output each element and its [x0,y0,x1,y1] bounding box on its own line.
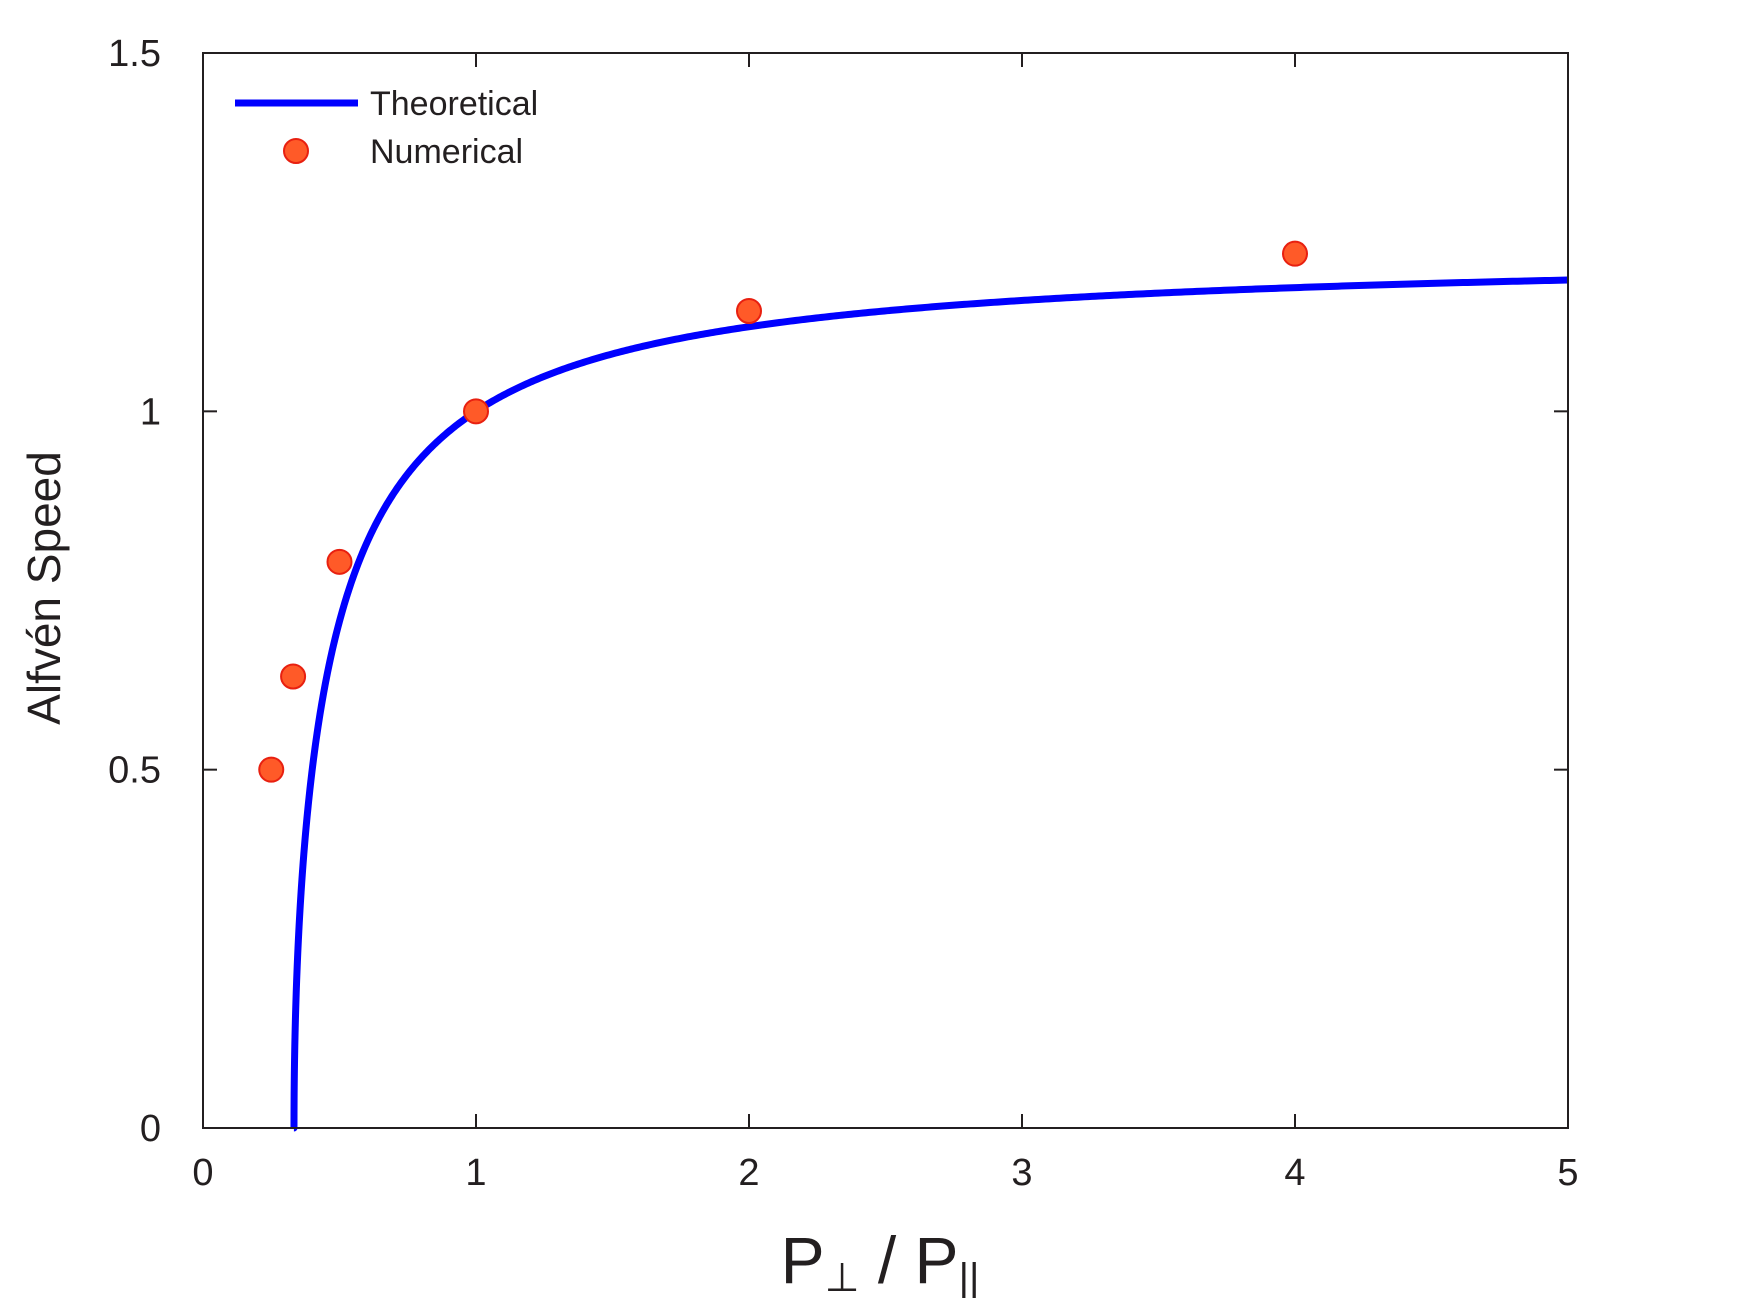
x-tick-label: 0 [192,1152,213,1194]
legend-marker-swatch [283,138,309,164]
numerical-point [736,298,762,324]
y-axis-label: Alfvén Speed [18,451,70,725]
numerical-point [463,398,489,425]
x-label-sub1: ⊥ [825,1256,860,1298]
legend-label-numerical: Numerical [370,133,523,171]
numerical-point [258,756,285,783]
x-label-p2: P [915,1223,959,1297]
ticks: 0 1 2 3 4 5 0 0.5 1 1.5 [108,33,1578,1194]
x-axis-label: P⊥ / P|| [781,1223,980,1298]
numerical-point [280,663,307,690]
y-tick-label: 1 [140,391,161,433]
plot-frame [202,52,1569,1129]
x-tick-label: 4 [1284,1152,1305,1194]
legend-label-theoretical: Theoretical [370,85,538,123]
y-tick-label: 1.5 [108,33,161,75]
theoretical-line [290,276,1569,1132]
x-label-p1: P [781,1223,825,1297]
x-label-slash: / [860,1223,915,1297]
y-tick-label: 0.5 [108,750,161,792]
legend: Theoretical Numerical [235,85,538,171]
x-tick-label: 3 [1011,1152,1032,1194]
numerical-point [1282,240,1308,267]
series [258,240,1569,1132]
y-tick-label: 0 [140,1108,161,1150]
x-label-sub2: || [959,1256,980,1298]
x-tick-label: 5 [1557,1152,1578,1194]
numerical-point [326,548,353,575]
x-tick-label: 2 [738,1152,759,1194]
x-tick-label: 1 [465,1152,486,1194]
